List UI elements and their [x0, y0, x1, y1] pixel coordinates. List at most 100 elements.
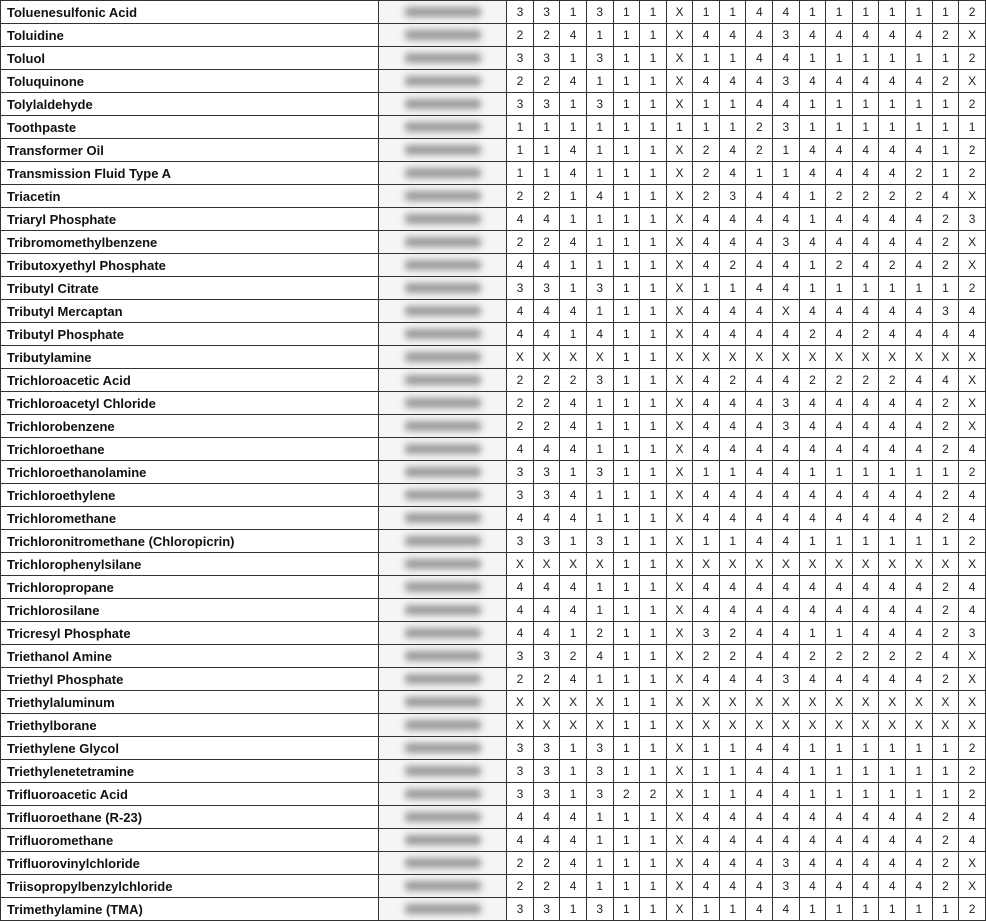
rating-cell: X — [693, 346, 720, 369]
rating-cell: X — [852, 691, 879, 714]
rating-cell: 1 — [586, 300, 613, 323]
rating-cell: 4 — [719, 162, 746, 185]
rating-cell: X — [959, 852, 986, 875]
rating-cell: 1 — [693, 47, 720, 70]
rating-cell: 2 — [507, 875, 534, 898]
rating-cell: 3 — [507, 277, 534, 300]
rating-cell: 4 — [746, 24, 773, 47]
rating-cell: 1 — [932, 783, 959, 806]
chemical-name: Triisopropylbenzylchloride — [1, 875, 379, 898]
rating-cell: X — [932, 714, 959, 737]
rating-cell: 2 — [932, 599, 959, 622]
rating-cell: 1 — [613, 415, 640, 438]
rating-cell: X — [959, 645, 986, 668]
rating-cell: 1 — [560, 47, 587, 70]
rating-cell: 4 — [773, 783, 800, 806]
chemical-name: Tricresyl Phosphate — [1, 622, 379, 645]
rating-cell: 1 — [613, 277, 640, 300]
rating-cell: X — [959, 24, 986, 47]
rating-cell: 4 — [693, 254, 720, 277]
rating-cell: 1 — [719, 461, 746, 484]
rating-cell: 4 — [799, 70, 826, 93]
rating-cell: X — [666, 415, 693, 438]
rating-cell: 2 — [906, 162, 933, 185]
blurred-cell — [379, 300, 507, 323]
rating-cell: 4 — [560, 852, 587, 875]
rating-cell: 1 — [879, 93, 906, 116]
rating-cell: X — [666, 599, 693, 622]
rating-cell: 4 — [533, 576, 560, 599]
rating-cell: 1 — [906, 737, 933, 760]
rating-cell: 4 — [560, 875, 587, 898]
rating-cell: 1 — [613, 369, 640, 392]
rating-cell: 4 — [507, 300, 534, 323]
rating-cell: 1 — [693, 760, 720, 783]
table-row: TriethylaluminumXXXX11XXXXXXXXXXXX — [1, 691, 986, 714]
rating-cell: X — [666, 760, 693, 783]
rating-cell: 4 — [826, 484, 853, 507]
chemical-name: Toluidine — [1, 24, 379, 47]
rating-cell: 3 — [773, 231, 800, 254]
rating-cell: 4 — [906, 70, 933, 93]
rating-cell: 4 — [746, 875, 773, 898]
rating-cell: 3 — [586, 898, 613, 921]
rating-cell: 3 — [773, 415, 800, 438]
rating-cell: 4 — [799, 668, 826, 691]
rating-cell: X — [719, 691, 746, 714]
rating-cell: 1 — [613, 139, 640, 162]
rating-cell: X — [959, 875, 986, 898]
rating-cell: 1 — [906, 277, 933, 300]
chemical-name: Toluquinone — [1, 70, 379, 93]
rating-cell: 4 — [560, 484, 587, 507]
rating-cell: 1 — [932, 139, 959, 162]
blurred-cell — [379, 1, 507, 24]
chemical-name: Transmission Fluid Type A — [1, 162, 379, 185]
rating-cell: X — [746, 553, 773, 576]
rating-cell: 3 — [586, 47, 613, 70]
rating-cell: 4 — [852, 806, 879, 829]
rating-cell: 4 — [879, 576, 906, 599]
rating-cell: 1 — [560, 323, 587, 346]
rating-cell: 4 — [826, 668, 853, 691]
rating-cell: 1 — [906, 898, 933, 921]
rating-cell: X — [666, 1, 693, 24]
blurred-cell — [379, 139, 507, 162]
rating-cell: 1 — [613, 208, 640, 231]
blurred-cell — [379, 254, 507, 277]
rating-cell: X — [959, 691, 986, 714]
rating-cell: 1 — [799, 116, 826, 139]
rating-cell: X — [746, 346, 773, 369]
rating-cell: 4 — [799, 507, 826, 530]
rating-cell: 1 — [613, 70, 640, 93]
rating-cell: 1 — [719, 530, 746, 553]
rating-cell: 2 — [826, 185, 853, 208]
rating-cell: 2 — [932, 875, 959, 898]
rating-cell: 4 — [719, 231, 746, 254]
rating-cell: X — [666, 783, 693, 806]
rating-cell: 2 — [932, 852, 959, 875]
rating-cell: X — [879, 691, 906, 714]
blurred-cell — [379, 783, 507, 806]
rating-cell: 4 — [560, 599, 587, 622]
chemical-name: Tributyl Phosphate — [1, 323, 379, 346]
rating-cell: 1 — [640, 1, 667, 24]
table-row: Toluenesulfonic Acid331311X11441111112 — [1, 1, 986, 24]
rating-cell: 4 — [719, 875, 746, 898]
rating-cell: 1 — [852, 737, 879, 760]
chemical-name: Triethanol Amine — [1, 645, 379, 668]
rating-cell: 4 — [879, 162, 906, 185]
rating-cell: 4 — [879, 392, 906, 415]
rating-cell: 4 — [906, 208, 933, 231]
rating-cell: 4 — [799, 438, 826, 461]
rating-cell: 4 — [507, 323, 534, 346]
rating-cell: 3 — [533, 277, 560, 300]
rating-cell: 3 — [533, 645, 560, 668]
rating-cell: 2 — [719, 645, 746, 668]
rating-cell: 4 — [959, 323, 986, 346]
rating-cell: 2 — [959, 530, 986, 553]
rating-cell: 4 — [719, 438, 746, 461]
rating-cell: 2 — [879, 645, 906, 668]
chemical-name: Trichloroacetyl Chloride — [1, 392, 379, 415]
rating-cell: 1 — [640, 714, 667, 737]
rating-cell: X — [959, 185, 986, 208]
